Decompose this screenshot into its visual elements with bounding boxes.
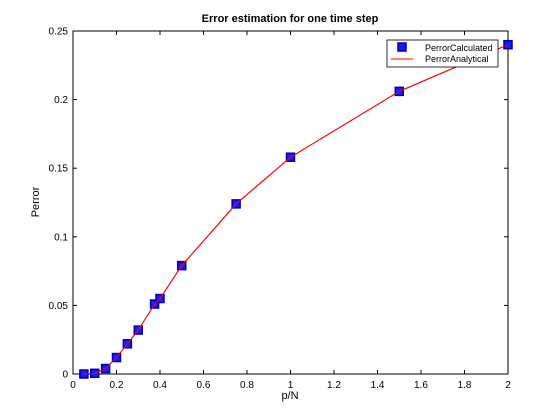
- chart-title: Error estimation for one time step: [202, 13, 379, 25]
- legend: PerrorCalculated PerrorAnalytical: [386, 39, 499, 68]
- x-tick-label: 1.2: [327, 380, 341, 391]
- y-axis-label: Perror: [30, 186, 42, 217]
- x-axis: 0 0.2 0.4 0.6 0.8 1 1.2 1.4 1.6 1.8 2: [70, 31, 511, 391]
- plot-area: [72, 30, 509, 375]
- x-tick-label: 1.8: [458, 380, 472, 391]
- y-tick-label: 0.25: [49, 27, 69, 38]
- x-tick-label: 0.8: [240, 380, 254, 391]
- y-tick-label: 0: [62, 370, 68, 381]
- y-tick-label: 0.05: [49, 301, 69, 312]
- series-line-perror-analytical: [83, 44, 509, 375]
- x-tick-label: 1.4: [371, 380, 385, 391]
- y-tick-label: 0.1: [54, 232, 68, 243]
- legend-label-perror-calculated: PerrorCalculated: [425, 43, 493, 53]
- y-axis: 0 0.05 0.1 0.15 0.2 0.25: [49, 27, 508, 381]
- series-lines: [83, 44, 509, 375]
- x-tick-label: 0.2: [110, 380, 124, 391]
- y-tick-label: 0.2: [54, 95, 68, 106]
- x-tick-label: 0: [70, 380, 76, 391]
- legend-label-perror-analytical: PerrorAnalytical: [425, 54, 489, 64]
- legend-marker-perror-calculated: [397, 42, 407, 52]
- series-line-overlay: [83, 44, 509, 375]
- x-tick-label: 2: [505, 380, 511, 391]
- x-tick-label: 0.6: [197, 380, 211, 391]
- y-tick-label: 0.15: [49, 164, 69, 175]
- x-tick-label: 1: [288, 380, 294, 391]
- axes-box: [72, 30, 509, 375]
- series-markers: [79, 39, 513, 379]
- x-axis-label: p/N: [281, 390, 298, 402]
- x-tick-label: 0.4: [153, 380, 167, 391]
- x-tick-label: 1.6: [414, 380, 428, 391]
